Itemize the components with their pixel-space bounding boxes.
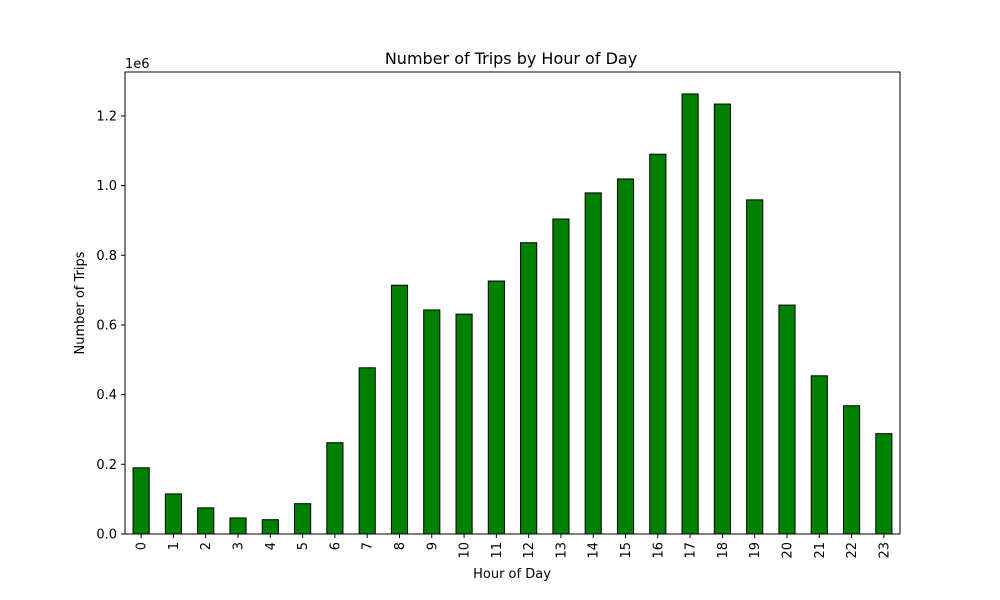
bar-hour-10 bbox=[455, 313, 473, 535]
y-axis-title: Number of Trips bbox=[73, 251, 88, 354]
bar-hour-1 bbox=[164, 493, 183, 535]
bar-hour-3 bbox=[229, 517, 247, 535]
bar-hour-19 bbox=[746, 199, 764, 535]
x-tick-label: 21 bbox=[813, 542, 828, 559]
x-tick-label: 23 bbox=[877, 542, 892, 559]
y-tick-label: 0.6 bbox=[96, 318, 117, 333]
y-tick-label: 1.2 bbox=[96, 109, 117, 124]
bar-hour-9 bbox=[423, 309, 441, 535]
x-tick-label: 1 bbox=[167, 542, 182, 550]
bar-hour-23 bbox=[875, 433, 893, 535]
bar-hour-2 bbox=[197, 507, 215, 535]
x-tick-label: 11 bbox=[490, 542, 505, 559]
x-tick-label: 14 bbox=[587, 542, 602, 559]
x-tick-label: 6 bbox=[328, 542, 343, 550]
y-tick-label: 1.0 bbox=[96, 179, 117, 194]
chart-title: Number of Trips by Hour of Day bbox=[385, 49, 637, 68]
bar-hour-18 bbox=[713, 103, 731, 535]
x-tick-label: 5 bbox=[296, 542, 311, 550]
x-tick-label: 2 bbox=[199, 542, 214, 550]
y-tick-label: 0.8 bbox=[96, 249, 117, 264]
y-tick-label: 0.0 bbox=[96, 528, 117, 543]
bar-hour-6 bbox=[326, 442, 344, 535]
y-tick-label: 0.2 bbox=[96, 458, 117, 473]
bar-hour-0 bbox=[132, 467, 150, 535]
bar-hour-16 bbox=[649, 153, 667, 535]
plot-frame bbox=[124, 71, 901, 535]
x-tick-label: 7 bbox=[361, 542, 376, 550]
bar-hour-21 bbox=[810, 375, 828, 535]
x-tick-label: 3 bbox=[232, 542, 247, 550]
x-tick-label: 4 bbox=[264, 542, 279, 550]
bar-hour-22 bbox=[842, 405, 861, 535]
bar-hour-13 bbox=[552, 218, 570, 535]
x-tick-label: 22 bbox=[845, 542, 860, 559]
x-tick-label: 20 bbox=[780, 542, 795, 559]
bar-hour-8 bbox=[390, 284, 409, 535]
x-tick-label: 19 bbox=[748, 542, 763, 559]
bar-hour-7 bbox=[358, 367, 376, 535]
bar-hour-17 bbox=[681, 93, 699, 535]
bar-hour-20 bbox=[778, 304, 796, 535]
x-tick-label: 17 bbox=[684, 542, 699, 559]
x-tick-label: 16 bbox=[651, 542, 666, 559]
bar-hour-4 bbox=[261, 519, 279, 535]
x-tick-label: 9 bbox=[425, 542, 440, 550]
x-tick-label: 15 bbox=[619, 542, 634, 559]
x-tick-label: 0 bbox=[135, 542, 150, 550]
bar-hour-12 bbox=[520, 242, 538, 535]
x-tick-label: 13 bbox=[554, 542, 569, 559]
bar-hour-5 bbox=[294, 503, 312, 535]
x-tick-label: 12 bbox=[522, 542, 537, 559]
x-tick-label: 10 bbox=[458, 542, 473, 559]
x-tick-label: 8 bbox=[393, 542, 408, 550]
bar-hour-15 bbox=[616, 178, 635, 535]
bar-hour-14 bbox=[584, 192, 602, 535]
x-axis-title: Hour of Day bbox=[473, 567, 551, 582]
y-offset-label: 1e6 bbox=[125, 57, 150, 72]
x-tick-label: 18 bbox=[716, 542, 731, 559]
bar-hour-11 bbox=[487, 280, 505, 535]
y-tick-label: 0.4 bbox=[96, 388, 117, 403]
